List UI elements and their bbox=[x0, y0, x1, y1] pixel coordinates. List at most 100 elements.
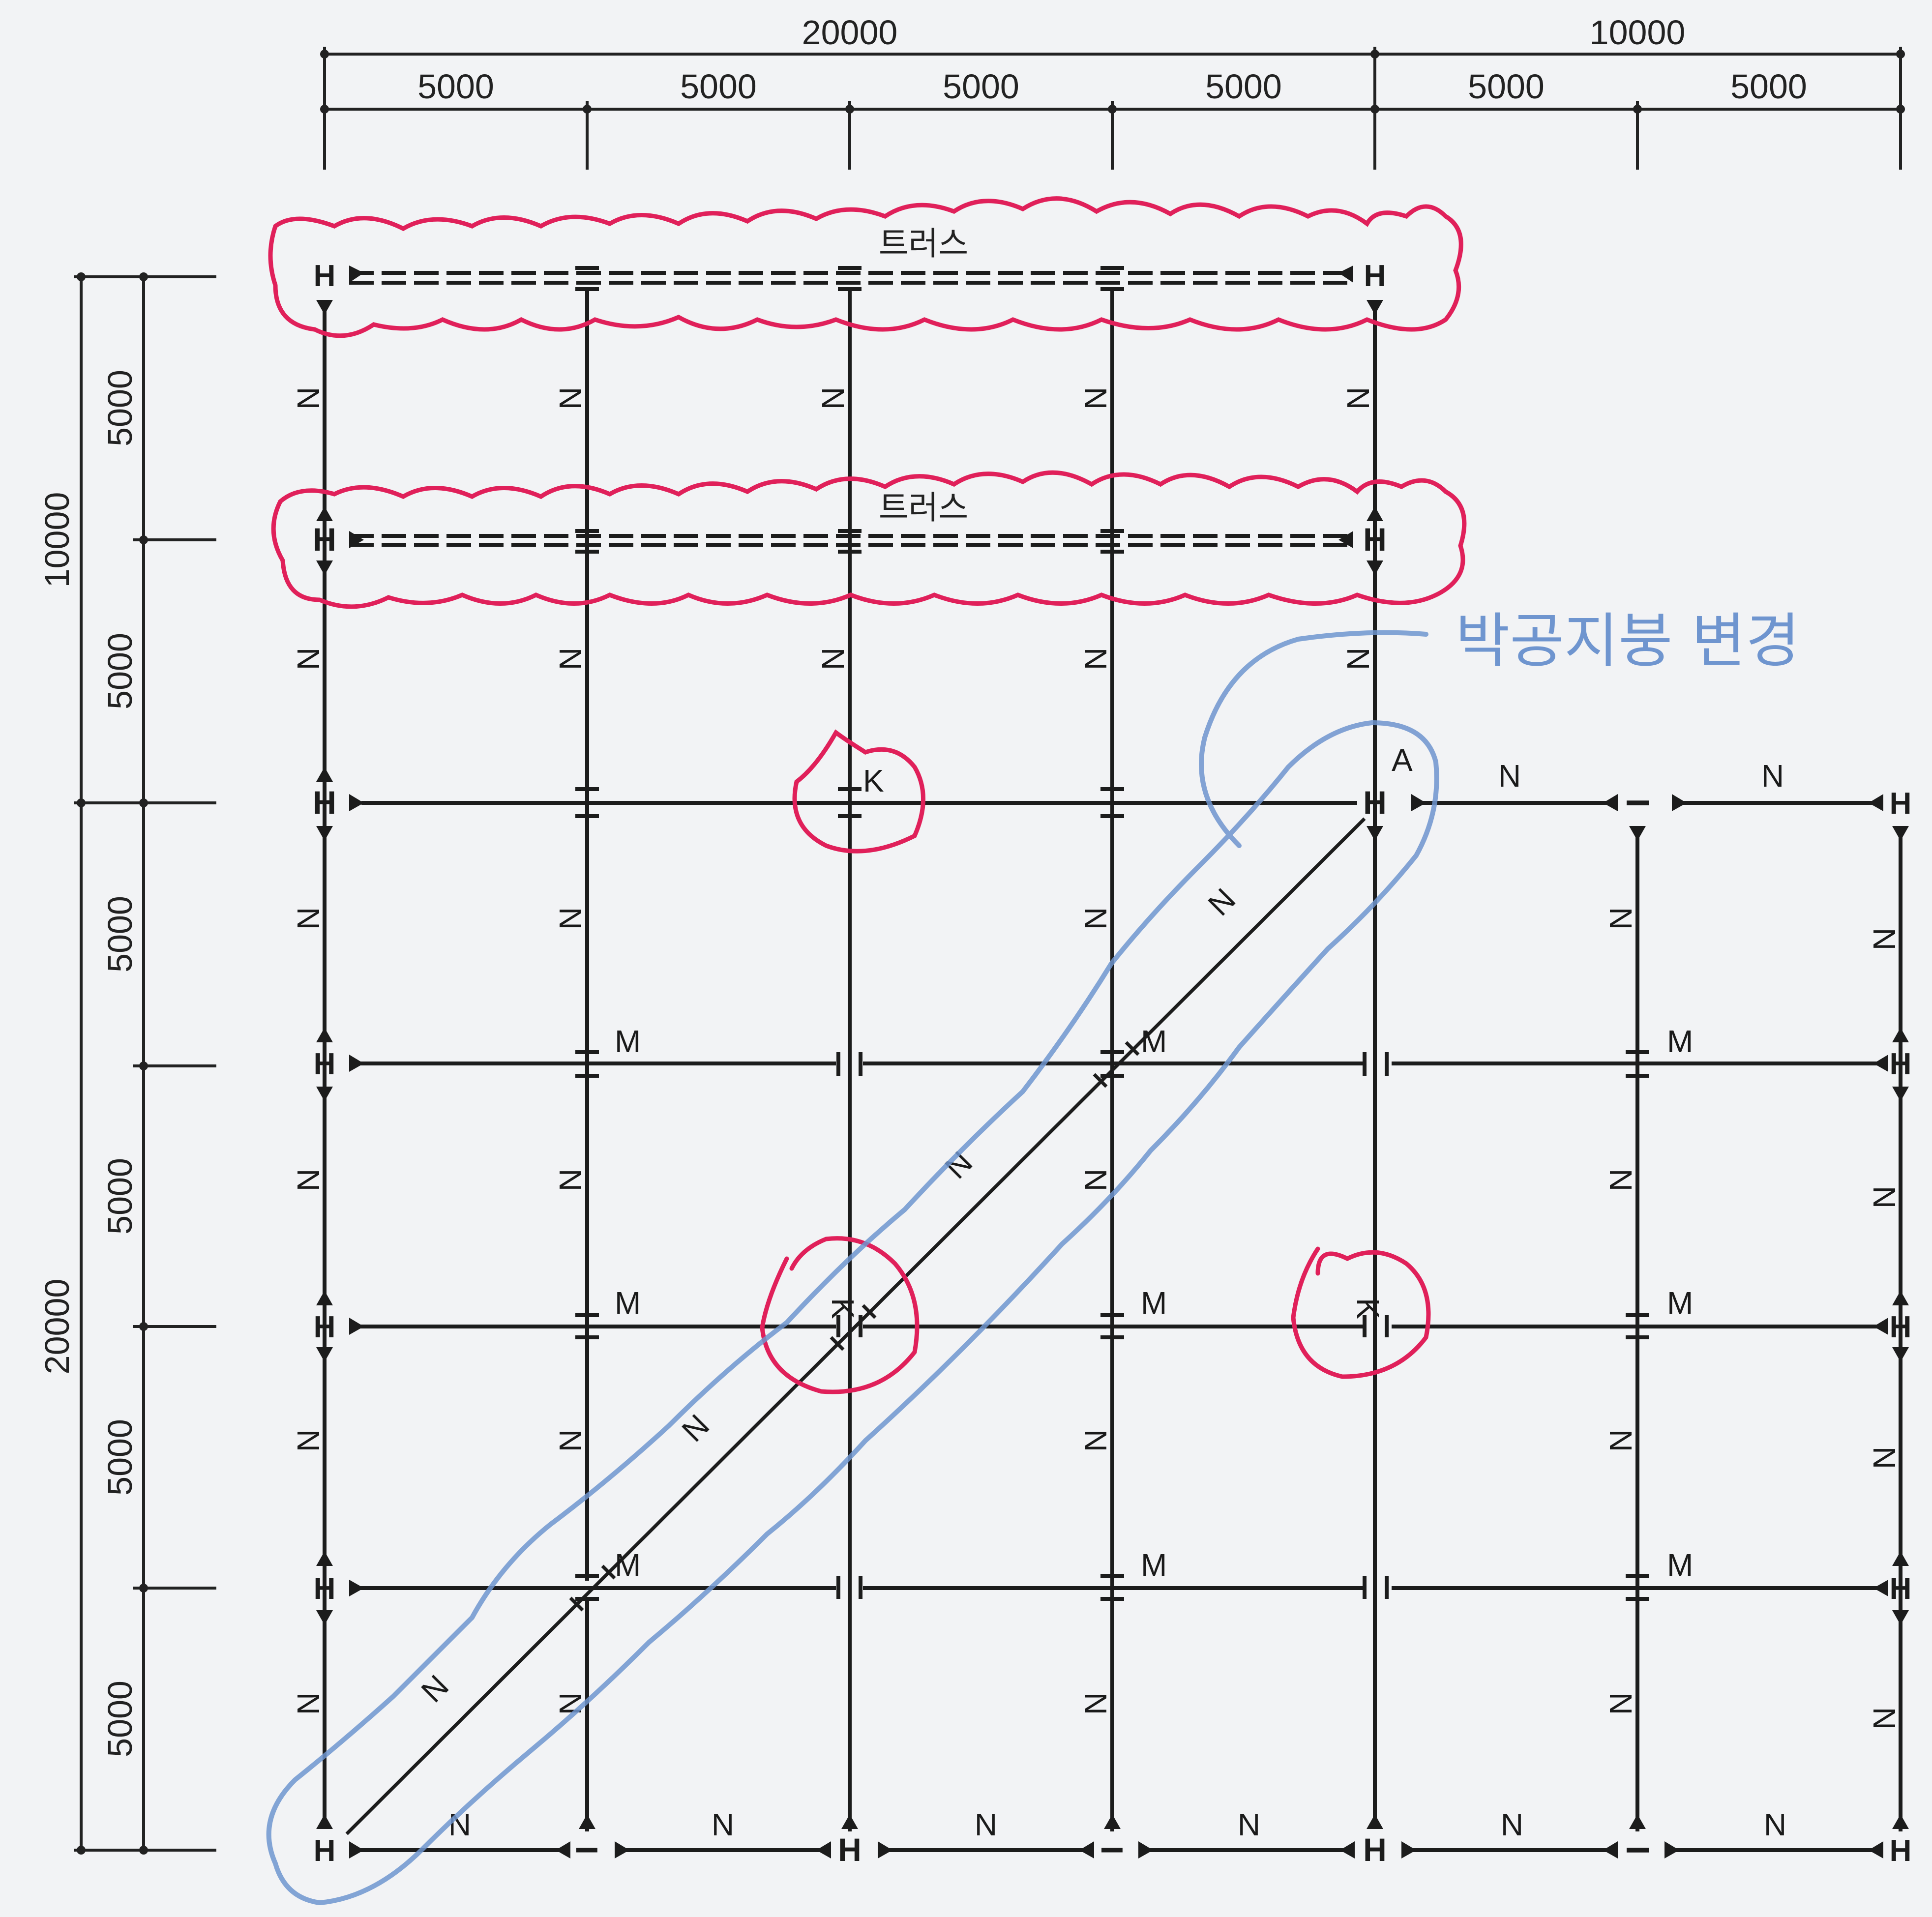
red-circle-k-right bbox=[1291, 1246, 1431, 1379]
red-circle-k-middle bbox=[760, 1236, 920, 1394]
member-label-n: N bbox=[1078, 907, 1113, 930]
column-h-mark: H bbox=[314, 1572, 336, 1606]
red-cloud-truss-top bbox=[268, 196, 1463, 338]
column-h-mark: H bbox=[1890, 1572, 1912, 1606]
column-h-mark: H bbox=[1363, 1831, 1387, 1868]
dim-left-bay-5: 5000 bbox=[101, 1419, 139, 1496]
diagonal-brace bbox=[345, 817, 1366, 1835]
dim-top-bay-1: 5000 bbox=[417, 67, 494, 106]
member-label-n: N bbox=[1078, 648, 1113, 670]
member-label-n: N bbox=[553, 648, 588, 670]
member-label-m: M bbox=[1141, 1547, 1167, 1583]
column-h-mark: H bbox=[1363, 784, 1387, 821]
member-label-m: M bbox=[1141, 1285, 1167, 1321]
member-label-m: M bbox=[1667, 1024, 1693, 1059]
member-label-m: M bbox=[615, 1547, 641, 1583]
dim-left-bay-4: 5000 bbox=[101, 1158, 139, 1235]
member-label-m: M bbox=[615, 1285, 641, 1321]
member-label-n-diagonal: N bbox=[415, 1668, 456, 1710]
dim-left-bay-3: 5000 bbox=[101, 896, 139, 973]
member-label-n: N bbox=[1340, 648, 1376, 670]
red-circle-k-top bbox=[792, 729, 925, 854]
column-i-mark: I bbox=[1620, 798, 1656, 807]
member-label-k: K bbox=[1350, 1298, 1386, 1319]
member-label-n: N bbox=[291, 1169, 326, 1191]
blue-leader-line bbox=[1199, 630, 1428, 848]
dim-top-overall-2: 10000 bbox=[1590, 13, 1686, 52]
column-h-mark: H bbox=[1364, 259, 1386, 293]
member-label-n: N bbox=[291, 648, 326, 670]
member-label-n: N bbox=[553, 907, 588, 930]
beams-vertical bbox=[323, 290, 1902, 1831]
columns: H H H H H H H H H H H H H H H H H bbox=[313, 259, 1911, 1868]
member-label-k: K bbox=[863, 763, 884, 798]
member-label-n: N bbox=[1078, 1429, 1113, 1452]
dim-top-overall-1: 20000 bbox=[802, 13, 898, 52]
column-h-mark: H bbox=[314, 1047, 336, 1081]
columns-i: I I I I bbox=[569, 798, 1656, 1855]
member-label-n: N bbox=[1867, 1186, 1902, 1209]
connection-ticks bbox=[575, 266, 1649, 1601]
column-h-mark: H bbox=[1890, 787, 1912, 821]
member-label-n: N bbox=[553, 1169, 588, 1191]
column-h-mark: H bbox=[314, 259, 336, 293]
member-label-m: M bbox=[1667, 1285, 1693, 1321]
member-label-n: N bbox=[291, 387, 326, 410]
red-cloud-truss-second bbox=[271, 470, 1467, 609]
red-markup bbox=[268, 196, 1467, 1394]
member-label-n: N bbox=[815, 387, 851, 410]
column-h-mark: H bbox=[313, 784, 336, 821]
member-label-n: N bbox=[1238, 1807, 1260, 1842]
member-label-n: N bbox=[1603, 907, 1638, 930]
member-label-n: N bbox=[1340, 387, 1376, 410]
member-label-n: N bbox=[1501, 1807, 1523, 1842]
member-label-n: N bbox=[1078, 1169, 1113, 1191]
column-h-mark: H bbox=[1890, 1047, 1912, 1081]
dim-left-overall-1: 10000 bbox=[38, 492, 76, 588]
column-h-mark: H bbox=[313, 521, 336, 558]
blue-cloud-diagonal bbox=[266, 720, 1439, 1906]
column-h-mark: H bbox=[1363, 521, 1387, 558]
dim-top-bay-2: 5000 bbox=[680, 67, 757, 106]
member-label-n: N bbox=[815, 648, 851, 670]
member-label-n: N bbox=[1867, 928, 1902, 950]
member-label-n: N bbox=[1867, 1446, 1902, 1469]
member-labels-n-vertical: N N N N N N N N N N N N N N N N N N N N … bbox=[291, 387, 1902, 1730]
member-label-n: N bbox=[1603, 1169, 1638, 1191]
member-label-m: M bbox=[1667, 1547, 1693, 1583]
member-label-m: M bbox=[1141, 1024, 1167, 1059]
member-label-n: N bbox=[1761, 758, 1784, 794]
column-h-mark: H bbox=[838, 1831, 862, 1868]
member-label-n: N bbox=[291, 1692, 326, 1715]
member-label-n: N bbox=[291, 1429, 326, 1452]
member-label-n: N bbox=[1603, 1692, 1638, 1715]
dim-left-bay-1: 5000 bbox=[101, 370, 139, 446]
dim-left-bay-2: 5000 bbox=[101, 633, 139, 709]
member-label-n: N bbox=[1764, 1807, 1786, 1842]
dim-top-bay-5: 5000 bbox=[1468, 67, 1545, 106]
dim-top-bay-6: 5000 bbox=[1730, 67, 1807, 106]
member-label-n: N bbox=[1498, 758, 1521, 794]
handwritten-note: 박공지붕 변경 bbox=[1456, 607, 1800, 676]
member-label-n: N bbox=[1078, 387, 1113, 410]
member-label-n: N bbox=[1078, 1692, 1113, 1715]
member-label-n: N bbox=[553, 1429, 588, 1452]
member-label-n: N bbox=[291, 907, 326, 930]
blue-markup bbox=[266, 630, 1439, 1906]
member-label-n: N bbox=[975, 1807, 997, 1842]
member-label-n: N bbox=[712, 1807, 734, 1842]
dim-top-bay-3: 5000 bbox=[943, 67, 1019, 106]
column-i-mark: I bbox=[1620, 1846, 1656, 1855]
column-h-mark: H bbox=[1890, 1310, 1912, 1344]
column-h-mark: H bbox=[314, 1310, 336, 1344]
member-label-k: K bbox=[825, 1298, 861, 1319]
member-label-a: A bbox=[1392, 742, 1413, 778]
dim-left-bay-6: 5000 bbox=[101, 1681, 139, 1757]
member-label-n: N bbox=[1603, 1429, 1638, 1452]
truss-label-top: 트러스 bbox=[879, 225, 968, 263]
moment-connection-marks bbox=[316, 265, 1909, 1858]
truss-label-second: 트러스 bbox=[879, 489, 968, 527]
column-h-mark: H bbox=[314, 1834, 336, 1868]
column-h-mark: H bbox=[1890, 1834, 1912, 1868]
